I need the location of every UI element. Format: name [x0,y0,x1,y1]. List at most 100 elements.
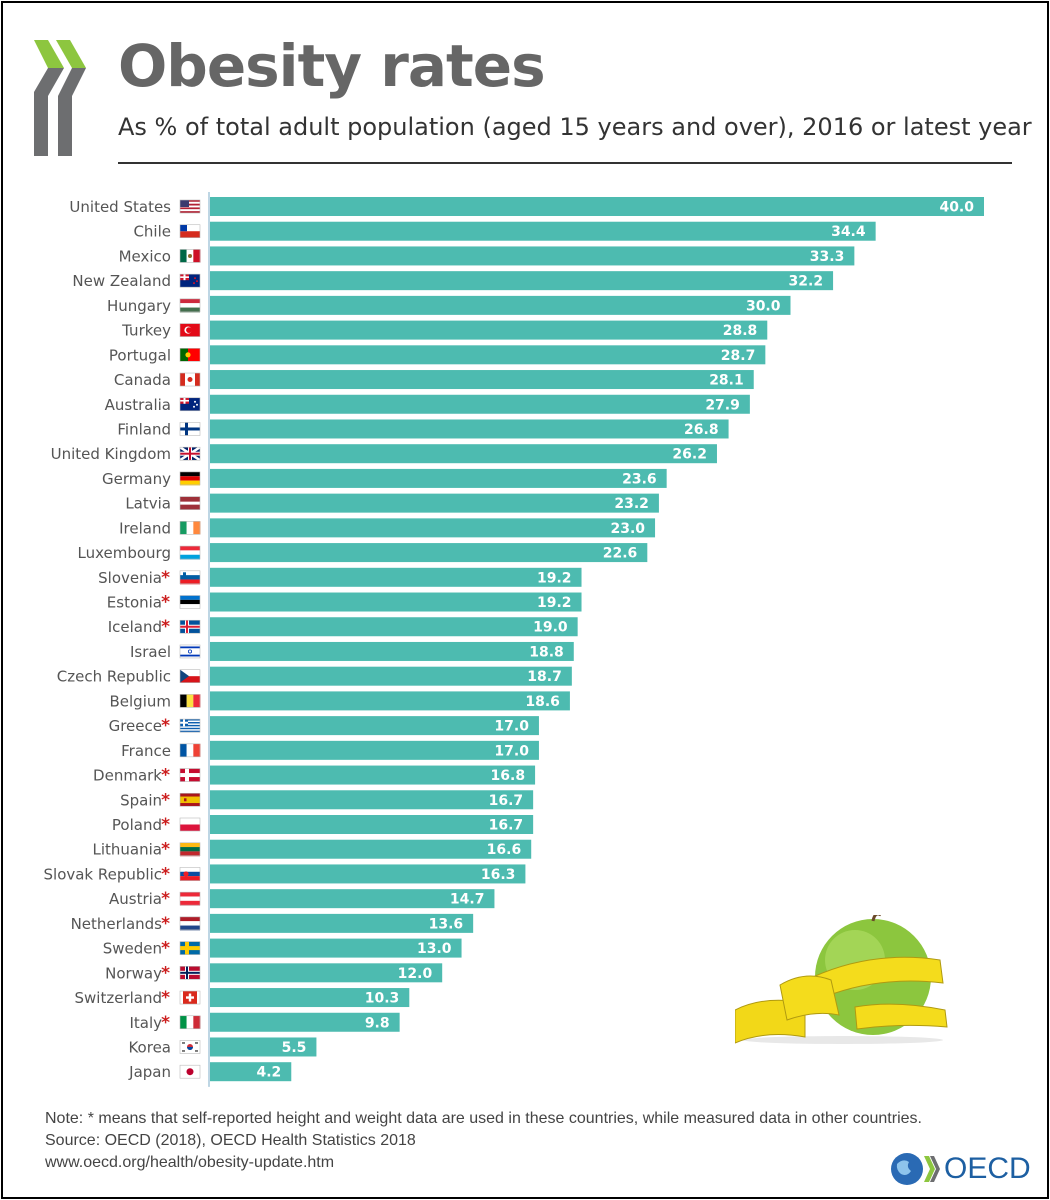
bar-value-label-24: 16.7 [489,793,524,809]
category-label-0: United States [69,198,171,216]
category-label-5: Turkey [121,322,171,340]
asterisk-marker-24: * [161,790,170,810]
apple-measuring-tape-image [735,915,948,1044]
bar-value-label-16: 19.2 [537,595,572,611]
us-flag-icon [179,199,201,214]
australia-flag-icon [179,397,201,412]
bar-value-label-33: 9.8 [365,1015,390,1031]
category-label-30: Sweden [103,940,162,958]
bar-27 [210,864,526,884]
bar-10 [210,444,717,464]
category-label-32: Switzerland [75,989,163,1007]
bar-13 [210,518,656,538]
bar-value-label-10: 26.2 [672,447,707,463]
bar-value-label-7: 28.1 [709,373,744,389]
bar-22 [210,740,539,760]
denmark-flag-icon [179,768,201,782]
asterisk-marker-21: * [161,716,170,736]
category-label-21: Greece [109,717,162,735]
bar-value-label-2: 33.3 [810,249,845,265]
czech-flag-icon [179,669,201,683]
category-label-26: Lithuania [93,841,162,859]
bar-29 [210,913,474,933]
italy-flag-icon [179,1015,201,1030]
category-label-20: Belgium [110,692,172,710]
asterisk-marker-29: * [161,914,170,934]
category-label-10: United Kingdom [51,445,171,463]
asterisk-marker-16: * [161,593,170,613]
chevron-icon [924,1156,940,1182]
bar-value-label-3: 32.2 [789,274,824,290]
canada-flag-icon [179,372,201,387]
asterisk-marker-23: * [161,766,170,786]
bar-value-label-5: 28.8 [723,323,758,339]
category-label-7: Canada [114,371,171,389]
slovenia-flag-icon [179,570,201,585]
category-label-8: Australia [105,396,171,414]
category-label-11: Germany [102,470,171,488]
iceland-flag-icon [179,619,201,634]
austria-flag-icon [179,891,201,906]
bar-value-label-29: 13.6 [429,916,464,932]
bar-value-label-13: 23.0 [611,521,646,537]
bar-4 [210,295,791,315]
bar-value-label-32: 10.3 [365,991,400,1007]
bar-value-label-14: 22.6 [603,546,638,562]
asterisk-marker-28: * [161,889,170,909]
latvia-flag-icon [179,496,201,510]
bar-value-label-1: 34.4 [831,224,866,240]
category-label-23: Denmark [93,767,162,785]
bar-9 [210,419,729,439]
category-label-22: France [121,742,171,760]
page-subtitle: As % of total adult population (aged 15 … [118,113,1032,141]
bar-value-label-12: 23.2 [614,496,649,512]
greece-flag-icon [179,718,201,733]
bar-7 [210,370,754,390]
bar-value-label-20: 18.6 [525,694,560,710]
oecd-logo: OECD [890,1152,1031,1186]
source-url: www.oecd.org/health/obesity-update.htm [45,1154,335,1171]
slovakia-flag-icon [179,867,201,881]
mexico-flag-icon [179,249,201,263]
asterisk-marker-31: * [161,963,170,983]
globe-icon [891,1153,923,1185]
asterisk-marker-25: * [161,815,170,835]
bar-0 [210,197,984,216]
korea-flag-icon [179,1040,201,1054]
bar-34 [210,1037,317,1057]
bar-value-label-19: 18.7 [527,669,562,685]
bar-28 [210,889,495,909]
sweden-flag-icon [179,941,201,955]
category-label-3: New Zealand [72,272,171,290]
category-label-18: Israel [130,643,171,661]
bar-value-label-8: 27.9 [705,397,740,413]
asterisk-marker-30: * [161,939,170,959]
footnote: Note: * means that self-reported height … [45,1110,922,1127]
asterisk-marker-33: * [161,1013,170,1033]
asterisk-marker-15: * [161,568,170,588]
bar-35 [210,1062,292,1082]
category-label-29: Netherlands [71,915,163,933]
bar-12 [210,493,659,513]
category-label-31: Norway [105,964,162,982]
category-label-28: Austria [109,890,162,908]
bar-value-label-27: 16.3 [481,867,516,883]
belgium-flag-icon [179,694,201,708]
category-label-1: Chile [133,223,171,241]
bar-value-label-18: 18.8 [529,644,564,660]
bar-value-label-9: 26.8 [684,422,719,438]
category-label-25: Poland [112,816,162,834]
hungary-flag-icon [179,298,201,313]
bar-30 [210,938,462,958]
bar-value-label-23: 16.8 [491,768,526,784]
bar-8 [210,394,750,414]
japan-flag-icon [179,1064,201,1079]
bar-20 [210,691,570,711]
bar-6 [210,345,766,365]
bar-23 [210,765,536,785]
bar-15 [210,567,582,587]
bar-value-label-17: 19.0 [533,620,568,636]
lithuania-flag-icon [179,842,201,857]
bar-25 [210,815,534,834]
bar-26 [210,839,532,859]
